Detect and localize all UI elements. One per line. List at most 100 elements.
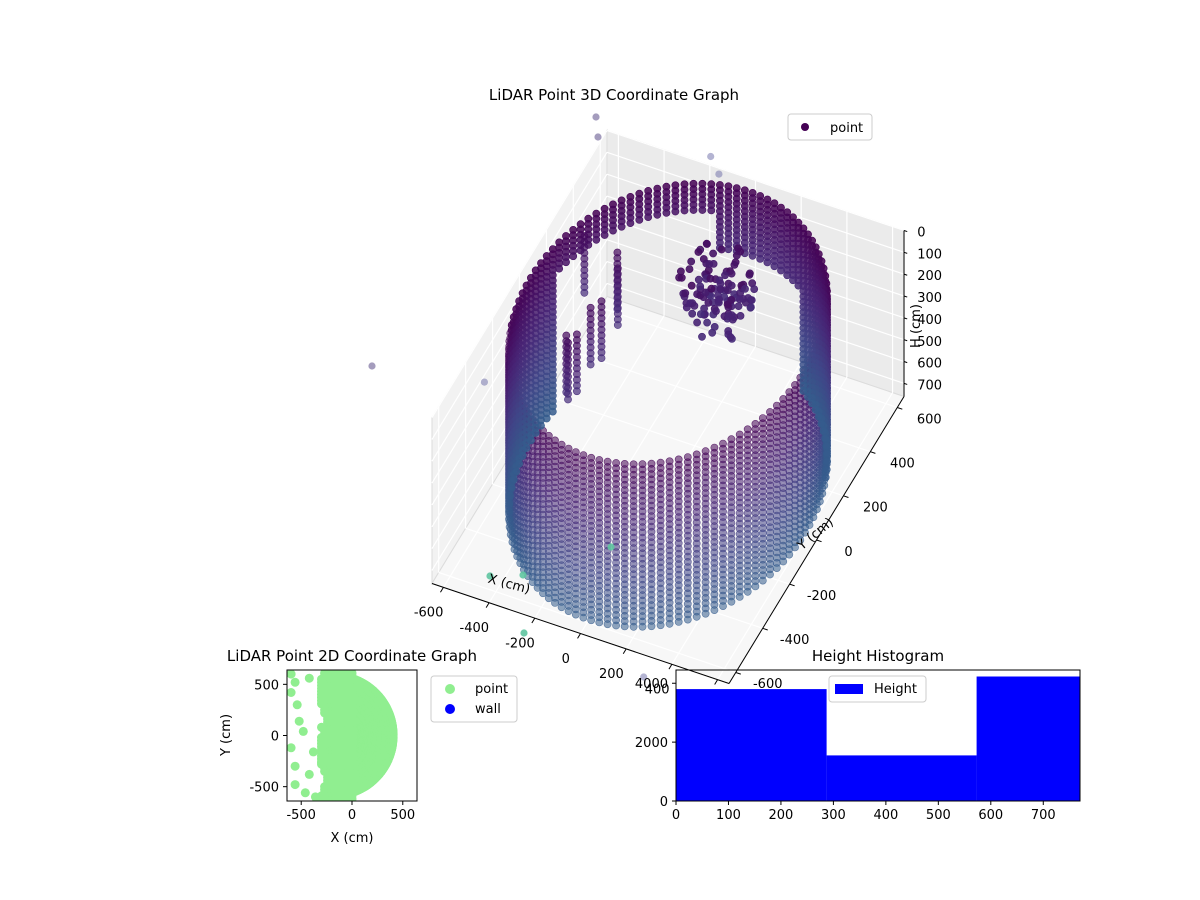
clutter-point — [727, 295, 736, 304]
lidar-point — [804, 392, 812, 401]
lidar-point — [508, 538, 517, 546]
lidar-point — [710, 606, 719, 614]
x-tick — [485, 602, 490, 608]
lidar-point — [537, 421, 545, 430]
lidar-point — [510, 545, 519, 554]
lidar-point — [821, 473, 830, 482]
y-tick-label: -400 — [780, 633, 810, 648]
lidar-point — [770, 262, 779, 271]
lidar-point — [527, 436, 535, 445]
interior-point — [613, 321, 622, 329]
lidar-point — [785, 550, 794, 559]
lidar-point — [817, 419, 826, 428]
lidar-point — [813, 505, 821, 514]
lidar-point — [592, 235, 601, 244]
lidar-point — [791, 543, 799, 552]
z-tick-label: 100 — [917, 247, 942, 262]
clutter-point — [687, 281, 696, 290]
lidar-point — [512, 467, 521, 476]
y-tick-label: 600 — [917, 412, 942, 427]
clutter-point — [717, 245, 726, 254]
x-tick — [577, 633, 581, 639]
lidar-point — [671, 207, 680, 216]
y-tick — [897, 407, 903, 410]
lidar-point — [680, 206, 689, 215]
clutter-point — [702, 239, 711, 248]
y-tick — [735, 671, 741, 675]
z-tick-label: 200 — [917, 269, 942, 284]
x-tick — [531, 617, 536, 624]
lidar-point — [509, 475, 518, 484]
x-tick-label: -400 — [460, 621, 490, 636]
lidar-point — [772, 564, 781, 572]
lidar-point — [504, 507, 513, 516]
lidar-point — [571, 610, 580, 619]
z-tick-label: 600 — [917, 357, 942, 372]
lidar-point — [620, 622, 629, 631]
lidar-point — [505, 523, 514, 531]
x-tick-label: 0 — [562, 652, 570, 667]
grid-z-left — [431, 130, 608, 418]
interior-point — [562, 388, 571, 397]
clutter-point — [732, 251, 741, 260]
clutter-point — [746, 269, 754, 278]
y-tick — [870, 451, 876, 454]
lidar-point — [629, 622, 638, 631]
lidar-point — [674, 618, 683, 626]
lidar-point — [763, 258, 772, 267]
grid-z-back — [606, 260, 905, 363]
lidar-point — [819, 426, 828, 435]
clutter-point — [685, 265, 694, 273]
chart-3d: LiDAR Point 3D Coordinate Graph -600-400… — [368, 86, 942, 713]
chart3d-legend-marker — [801, 123, 809, 131]
chart3d-title: LiDAR Point 3D Coordinate Graph — [489, 86, 739, 104]
clutter-point — [694, 275, 703, 284]
lidar-point — [662, 208, 671, 217]
interior-point — [597, 354, 606, 362]
z-tick-label: 300 — [917, 291, 942, 306]
chart2d-plot-area — [287, 670, 398, 801]
lidar-point — [635, 215, 644, 224]
clutter-point — [694, 248, 703, 256]
clutter-point — [715, 295, 723, 304]
lidar-point — [692, 612, 701, 621]
y-tick — [843, 495, 849, 498]
lidar-point — [789, 276, 797, 285]
clutter-point — [736, 311, 745, 320]
lidar-point — [823, 457, 831, 466]
clutter-point — [687, 257, 696, 266]
lidar-point — [587, 616, 596, 625]
x-tick-label: -200 — [505, 636, 535, 651]
lidar-point — [724, 245, 733, 254]
lidar-point — [528, 578, 537, 586]
lidar-point — [701, 609, 710, 618]
clutter-point — [677, 273, 686, 282]
lidar-point — [805, 521, 814, 529]
lidar-point — [513, 552, 522, 561]
lidar-point — [811, 405, 820, 414]
lidar-point — [516, 559, 525, 568]
lidar-point — [707, 206, 716, 215]
lidar-point — [748, 251, 757, 260]
clutter-point — [724, 327, 733, 335]
x-tick — [668, 664, 673, 670]
lidar-point — [612, 621, 620, 630]
lidar-point — [626, 219, 635, 227]
interior-point — [564, 395, 572, 404]
interior-point — [573, 387, 581, 396]
lidar-point — [756, 254, 765, 263]
lidar-point — [820, 481, 829, 490]
clutter-point — [688, 309, 697, 318]
clutter-point — [710, 322, 719, 331]
grid-z-back — [606, 129, 905, 232]
lidar-point — [823, 449, 831, 458]
clutter-point — [721, 271, 729, 280]
lidar-point — [779, 557, 788, 566]
clutter-point — [696, 310, 705, 318]
y-tick-label: 400 — [890, 456, 915, 471]
x-tick — [440, 587, 444, 593]
clutter-point — [734, 302, 743, 310]
clutter-point — [727, 269, 736, 278]
lidar-point — [801, 528, 809, 537]
